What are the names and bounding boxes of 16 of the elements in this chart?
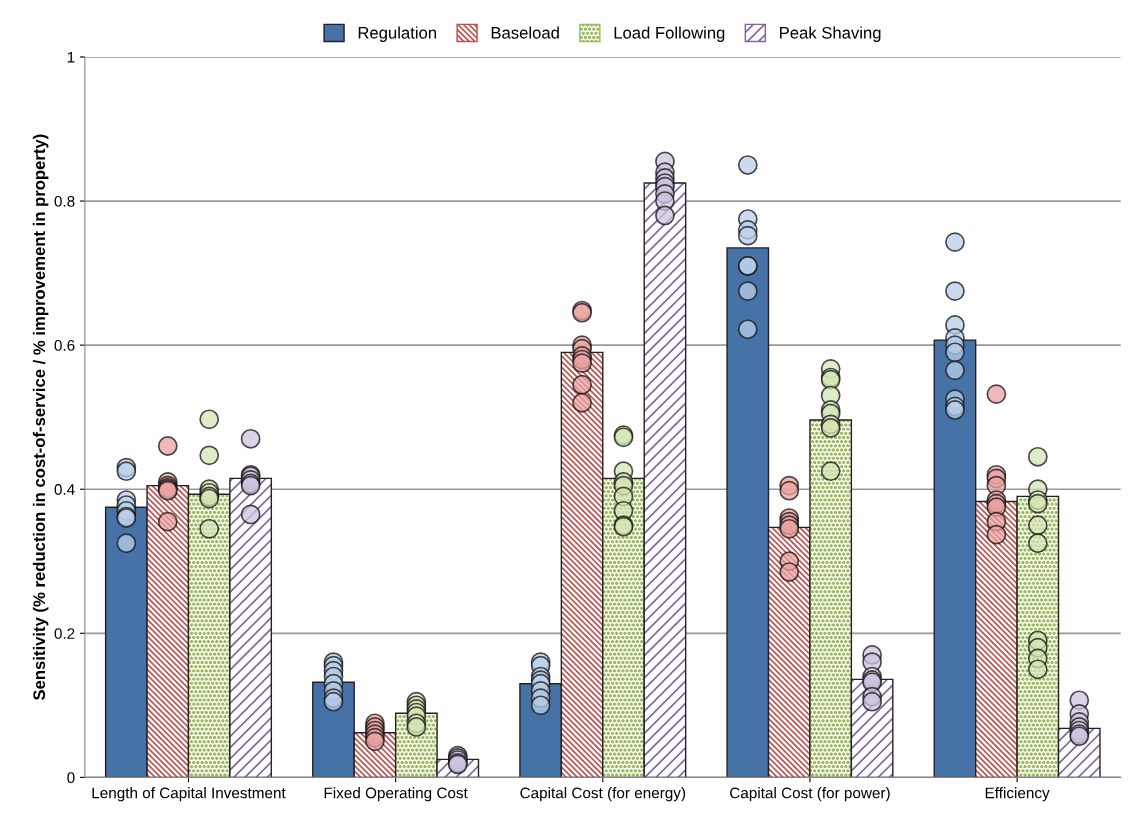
y-tick-label: 0.4 xyxy=(54,484,75,495)
y-tick-label: 0 xyxy=(67,772,75,784)
legend-label: Regulation xyxy=(358,26,436,42)
x-tick-label: Efficiency xyxy=(985,787,1050,802)
legend-label: Load Following xyxy=(614,26,725,42)
y-axis-title: Sensitivity (% reduction in cost-of-service / % improvement in property) xyxy=(32,134,49,701)
y-tick-label: 0.8 xyxy=(54,195,75,207)
y-tick-label: 1 xyxy=(67,52,75,63)
y-tick-label: 0.6 xyxy=(54,340,75,351)
legend-label: Baseload xyxy=(491,26,559,39)
x-tick-label: Length of Capital Investment xyxy=(92,787,286,802)
legend-label: Peak Shaving xyxy=(780,26,881,42)
y-tick-label: 0.2 xyxy=(54,628,75,639)
x-tick-label: Fixed Operating Cost xyxy=(324,787,468,802)
x-tick-label: Capital Cost (for power) xyxy=(730,787,890,802)
x-tick-label: Capital Cost (for energy) xyxy=(520,787,686,802)
